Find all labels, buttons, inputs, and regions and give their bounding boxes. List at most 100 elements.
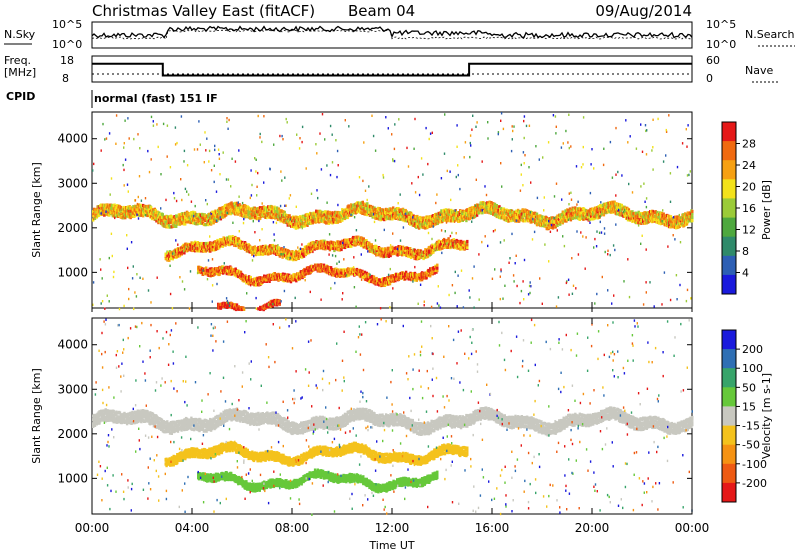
heatmap-cell — [659, 214, 663, 219]
heatmap-cell — [492, 205, 496, 209]
heatmap-cell — [554, 225, 557, 229]
noise-tick-top-right: 10^5 — [706, 18, 736, 31]
heatmap-cell — [236, 239, 240, 243]
heatmap-cell — [392, 206, 395, 210]
heatmap-cell — [101, 208, 105, 212]
heatmap-cell — [165, 252, 168, 256]
heatmap-cell — [415, 219, 418, 223]
heatmap-cell — [642, 219, 645, 223]
heatmap-cell — [316, 209, 319, 213]
heatmap-cell — [211, 218, 214, 222]
heatmap-cell — [473, 206, 476, 210]
heatmap-cell — [340, 215, 343, 219]
heatmap-cell — [656, 218, 659, 222]
heatmap-cell — [508, 209, 511, 213]
heatmap-cell — [339, 219, 342, 223]
heatmap-cell — [249, 248, 252, 252]
heatmap-cell — [412, 255, 415, 259]
heatmap-cell — [196, 222, 199, 226]
heatmap-cell — [388, 210, 391, 214]
heatmap-cell — [555, 219, 558, 223]
heatmap-cell — [244, 207, 248, 211]
heatmap-cell — [255, 281, 259, 285]
heatmap-cell — [375, 276, 378, 281]
nave-tick-bottom: 0 — [706, 72, 713, 85]
heatmap-cell — [625, 209, 628, 213]
heatmap-cell — [409, 247, 412, 251]
heatmap-cell — [462, 245, 465, 249]
heatmap-cell — [612, 205, 615, 210]
heatmap-cell — [370, 243, 373, 247]
heatmap-cell — [558, 217, 561, 222]
heatmap-cell — [150, 215, 153, 219]
heatmap-cell — [174, 216, 177, 220]
heatmap-cell — [484, 210, 487, 214]
heatmap-cell — [441, 246, 444, 250]
heatmap-cell — [517, 213, 521, 217]
heatmap-cell — [264, 210, 267, 214]
heatmap-cell — [273, 205, 276, 209]
heatmap-cell — [341, 218, 344, 222]
heatmap-cell — [436, 218, 439, 222]
heatmap-cell — [538, 216, 541, 220]
heatmap-cell — [234, 201, 237, 205]
heatmap-cell — [675, 218, 679, 222]
heatmap-cell — [270, 216, 273, 220]
heatmap-cell — [455, 238, 458, 243]
heatmap-cell — [656, 210, 659, 215]
heatmap-cell — [441, 216, 444, 220]
heatmap-cell — [107, 210, 110, 214]
nsearch-line — [91, 29, 693, 40]
heatmap-cell — [329, 266, 333, 270]
heatmap-cell — [344, 213, 348, 217]
heatmap-cell — [184, 215, 187, 220]
freq-panel-frame — [91, 55, 693, 83]
heatmap-cell — [229, 212, 232, 216]
heatmap-cell — [442, 213, 446, 217]
heatmap-cell — [631, 210, 634, 214]
heatmap-cell — [260, 251, 264, 255]
noise-tick-bottom: 10^0 — [52, 38, 82, 51]
heatmap-cell — [283, 272, 286, 276]
heatmap-cell — [627, 208, 631, 212]
heatmap-cell — [95, 207, 98, 211]
heatmap-cell — [655, 220, 658, 224]
heatmap-cell — [306, 244, 309, 249]
heatmap-cell — [524, 219, 527, 223]
heatmap-cell — [328, 216, 331, 220]
heatmap-cell — [426, 247, 430, 251]
heatmap-cell — [183, 251, 186, 255]
heatmap-cell — [378, 247, 382, 251]
heatmap-cell — [449, 213, 452, 217]
heatmap-cell — [198, 249, 201, 253]
heatmap-cell — [193, 211, 197, 215]
heatmap-cell — [525, 209, 529, 213]
heatmap-cell — [431, 243, 434, 247]
heatmap-cell — [424, 222, 427, 226]
heatmap-cell — [367, 272, 370, 276]
heatmap-cell — [225, 213, 228, 217]
heatmap-cell — [153, 213, 156, 217]
heatmap-cell — [209, 213, 212, 217]
heatmap-cell — [293, 256, 297, 260]
heatmap-cell — [235, 201, 239, 205]
heatmap-cell — [208, 267, 211, 271]
heatmap-cell — [484, 205, 488, 209]
heatmap-cell — [300, 253, 303, 257]
heatmap-cell — [133, 206, 136, 210]
heatmap-cell — [133, 214, 136, 218]
heatmap-cell — [303, 274, 306, 278]
heatmap-cell — [122, 205, 125, 210]
heatmap-cell — [584, 213, 587, 217]
heatmap-cell — [171, 257, 174, 261]
heatmap-cell — [611, 202, 614, 206]
heatmap-cell — [205, 222, 208, 226]
heatmap-cell — [324, 244, 327, 248]
heatmap-cell — [598, 215, 601, 219]
heatmap-cell — [350, 244, 353, 248]
heatmap-cell — [249, 216, 252, 220]
heatmap-cell — [375, 208, 379, 212]
heatmap-cell — [214, 217, 217, 221]
heatmap-cell — [552, 223, 556, 227]
nsky-label: N.Sky — [4, 28, 36, 41]
